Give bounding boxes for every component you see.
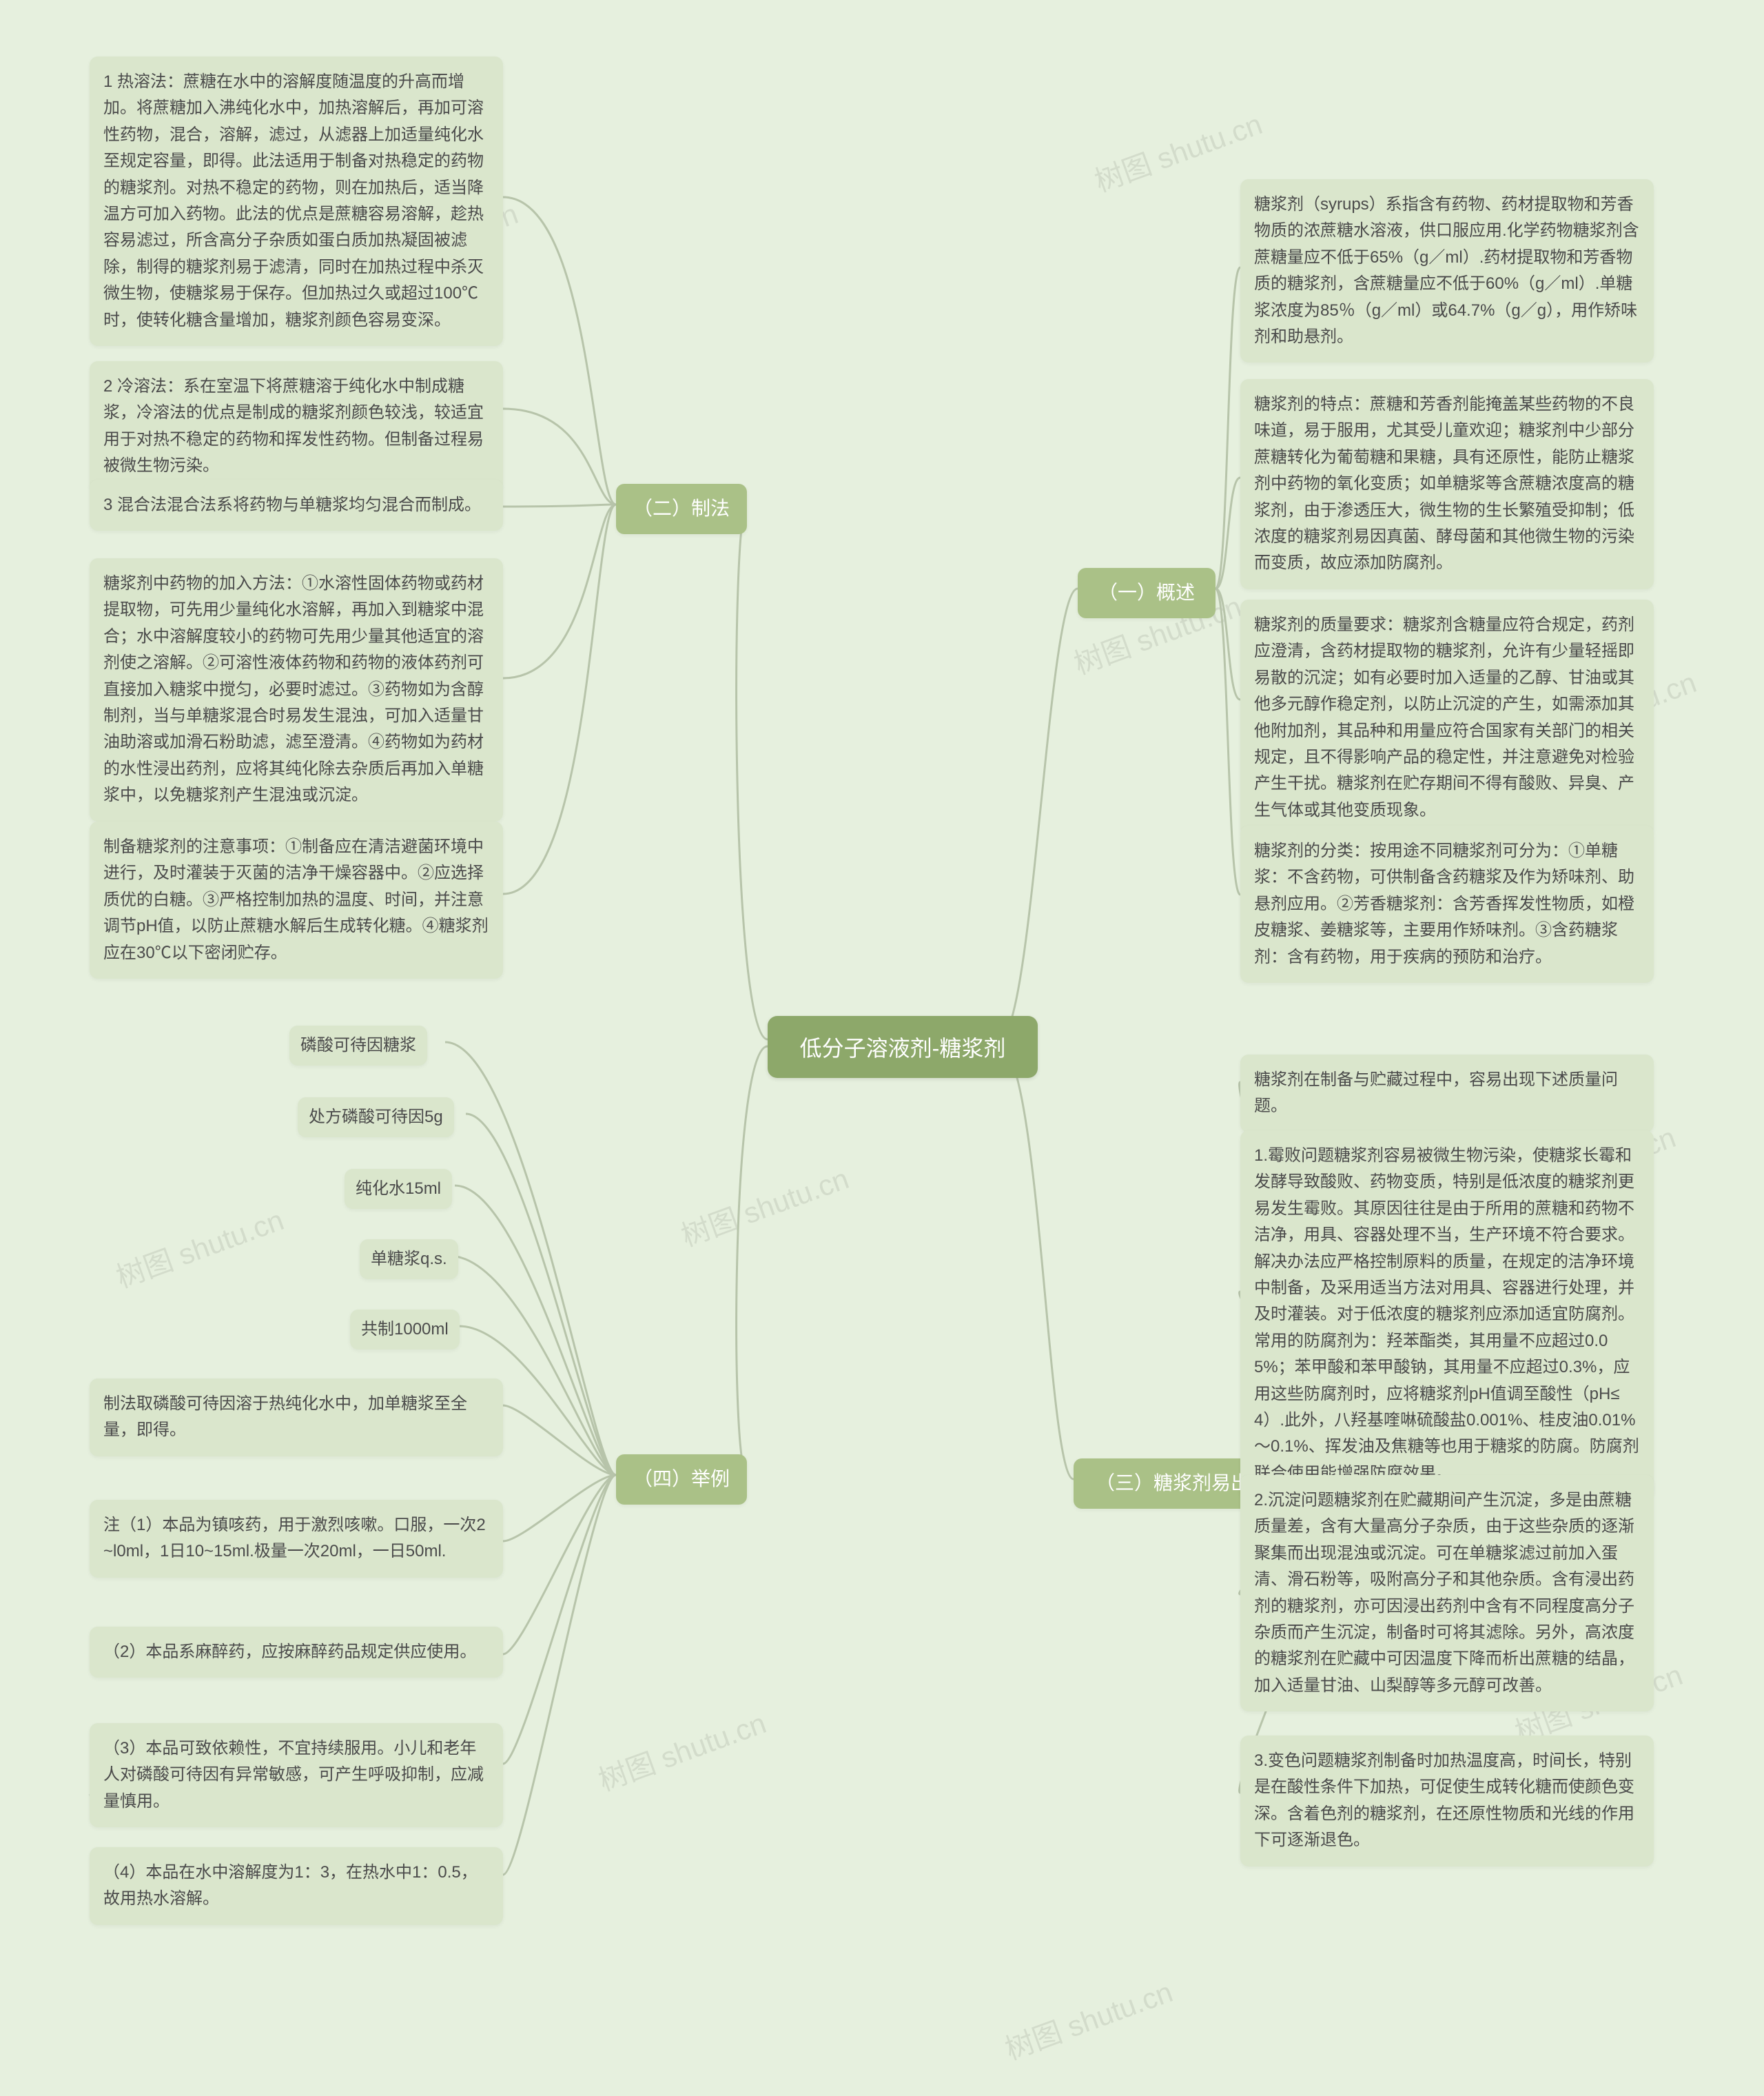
leaf-L4_1[interactable]: 磷酸可待因糖浆 (289, 1026, 427, 1066)
branch-b1[interactable]: （一）概述 (1078, 568, 1216, 618)
leaf-L4_4[interactable]: 单糖浆q.s. (360, 1239, 458, 1279)
leaf-L4_9[interactable]: （3）本品可致依赖性，不宜持续服用。小儿和老年人对磷酸可待因有异常敏感，可产生呼… (90, 1723, 503, 1827)
branch-b4[interactable]: （四）举例 (616, 1454, 747, 1505)
leaf-L1_2[interactable]: 糖浆剂的特点：蔗糖和芳香剂能掩盖某些药物的不良味道，易于服用，尤其受儿童欢迎；糖… (1240, 379, 1654, 589)
leaf-L1_1[interactable]: 糖浆剂（syrups）系指含有药物、药材提取物和芳香物质的浓蔗糖水溶液，供口服应… (1240, 179, 1654, 363)
leaf-L4_8[interactable]: （2）本品系麻醉药，应按麻醉药品规定供应使用。 (90, 1627, 503, 1678)
leaf-L4_2[interactable]: 处方磷酸可待因5g (298, 1097, 454, 1137)
leaf-L2_2[interactable]: 2 冷溶法：系在室温下将蔗糖溶于纯化水中制成糖浆，冷溶法的优点是制成的糖浆剂颜色… (90, 361, 503, 492)
leaf-L4_10[interactable]: （4）本品在水中溶解度为1：3，在热水中1：0.5，故用热水溶解。 (90, 1847, 503, 1925)
leaf-L4_3[interactable]: 纯化水15ml (345, 1169, 452, 1209)
branch-b2[interactable]: （二）制法 (616, 484, 747, 534)
leaf-L4_5[interactable]: 共制1000ml (350, 1310, 460, 1350)
leaf-L2_4[interactable]: 糖浆剂中药物的加入方法：①水溶性固体药物或药材提取物，可先用少量纯化水溶解，再加… (90, 558, 503, 822)
leaf-L3_3[interactable]: 3.变色问题糖浆剂制备时加热温度高，时间长，特别是在酸性条件下加热，可促使生成转… (1240, 1736, 1654, 1866)
watermark: 树图 shutu.cn (110, 1197, 289, 1296)
leaf-L3_1[interactable]: 1.霉败问题糖浆剂容易被微生物污染，使糖浆长霉和发酵导致酸败、药物变质，特别是低… (1240, 1130, 1654, 1499)
leaf-L1_4[interactable]: 糖浆剂的分类：按用途不同糖浆剂可分为：①单糖浆：不含药物，可供制备含药糖浆及作为… (1240, 826, 1654, 983)
root-node[interactable]: 低分子溶液剂-糖浆剂 (768, 1016, 1038, 1078)
leaf-L2_5[interactable]: 制备糖浆剂的注意事项：①制备应在清洁避菌环境中进行，及时灌装于灭菌的洁净干燥容器… (90, 822, 503, 979)
leaf-L3_0[interactable]: 糖浆剂在制备与贮藏过程中，容易出现下述质量问题。 (1240, 1055, 1654, 1132)
leaf-L2_3[interactable]: 3 混合法混合法系将药物与单糖浆均匀混合而制成。 (90, 480, 503, 531)
watermark: 树图 shutu.cn (675, 1156, 854, 1255)
leaf-L4_7[interactable]: 注（1）本品为镇咳药，用于激烈咳嗽。口服，一次2~l0ml，1日10~15ml.… (90, 1500, 503, 1578)
watermark: 树图 shutu.cn (592, 1700, 771, 1800)
leaf-L4_6[interactable]: 制法取磷酸可待因溶于热纯化水中，加单糖浆至全量，即得。 (90, 1378, 503, 1456)
leaf-L1_3[interactable]: 糖浆剂的质量要求：糖浆剂含糖量应符合规定，药剂应澄清，含药材提取物的糖浆剂，允许… (1240, 600, 1654, 836)
watermark: 树图 shutu.cn (998, 1969, 1178, 2068)
leaf-L2_1[interactable]: 1 热溶法：蔗糖在水中的溶解度随温度的升高而增加。将蔗糖加入沸纯化水中，加热溶解… (90, 57, 503, 346)
leaf-L3_2[interactable]: 2.沉淀问题糖浆剂在贮藏期间产生沉淀，多是由蔗糖质量差，含有大量高分子杂质，由于… (1240, 1475, 1654, 1711)
